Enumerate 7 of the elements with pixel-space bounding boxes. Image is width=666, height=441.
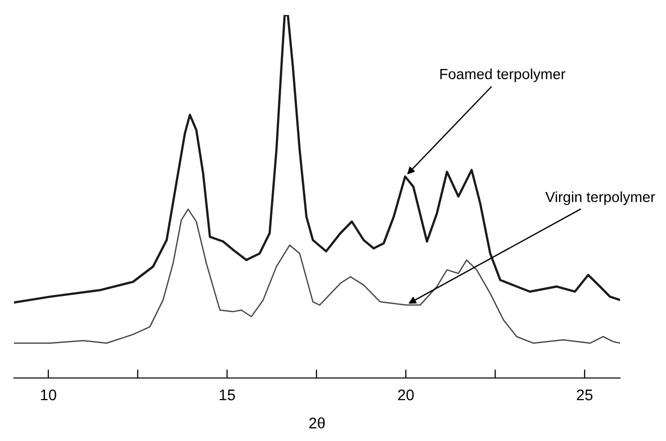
x-tick-label: 25 xyxy=(576,390,592,400)
x-axis-title: 2θ xyxy=(309,417,325,428)
x-tick-label: 15 xyxy=(220,390,235,400)
annotation: Foamed terpolymer xyxy=(440,68,566,82)
x-tick-label: 10 xyxy=(40,390,56,400)
annotation: Virgin terpolymer xyxy=(545,191,656,206)
x-tick-label: 20 xyxy=(398,390,414,400)
